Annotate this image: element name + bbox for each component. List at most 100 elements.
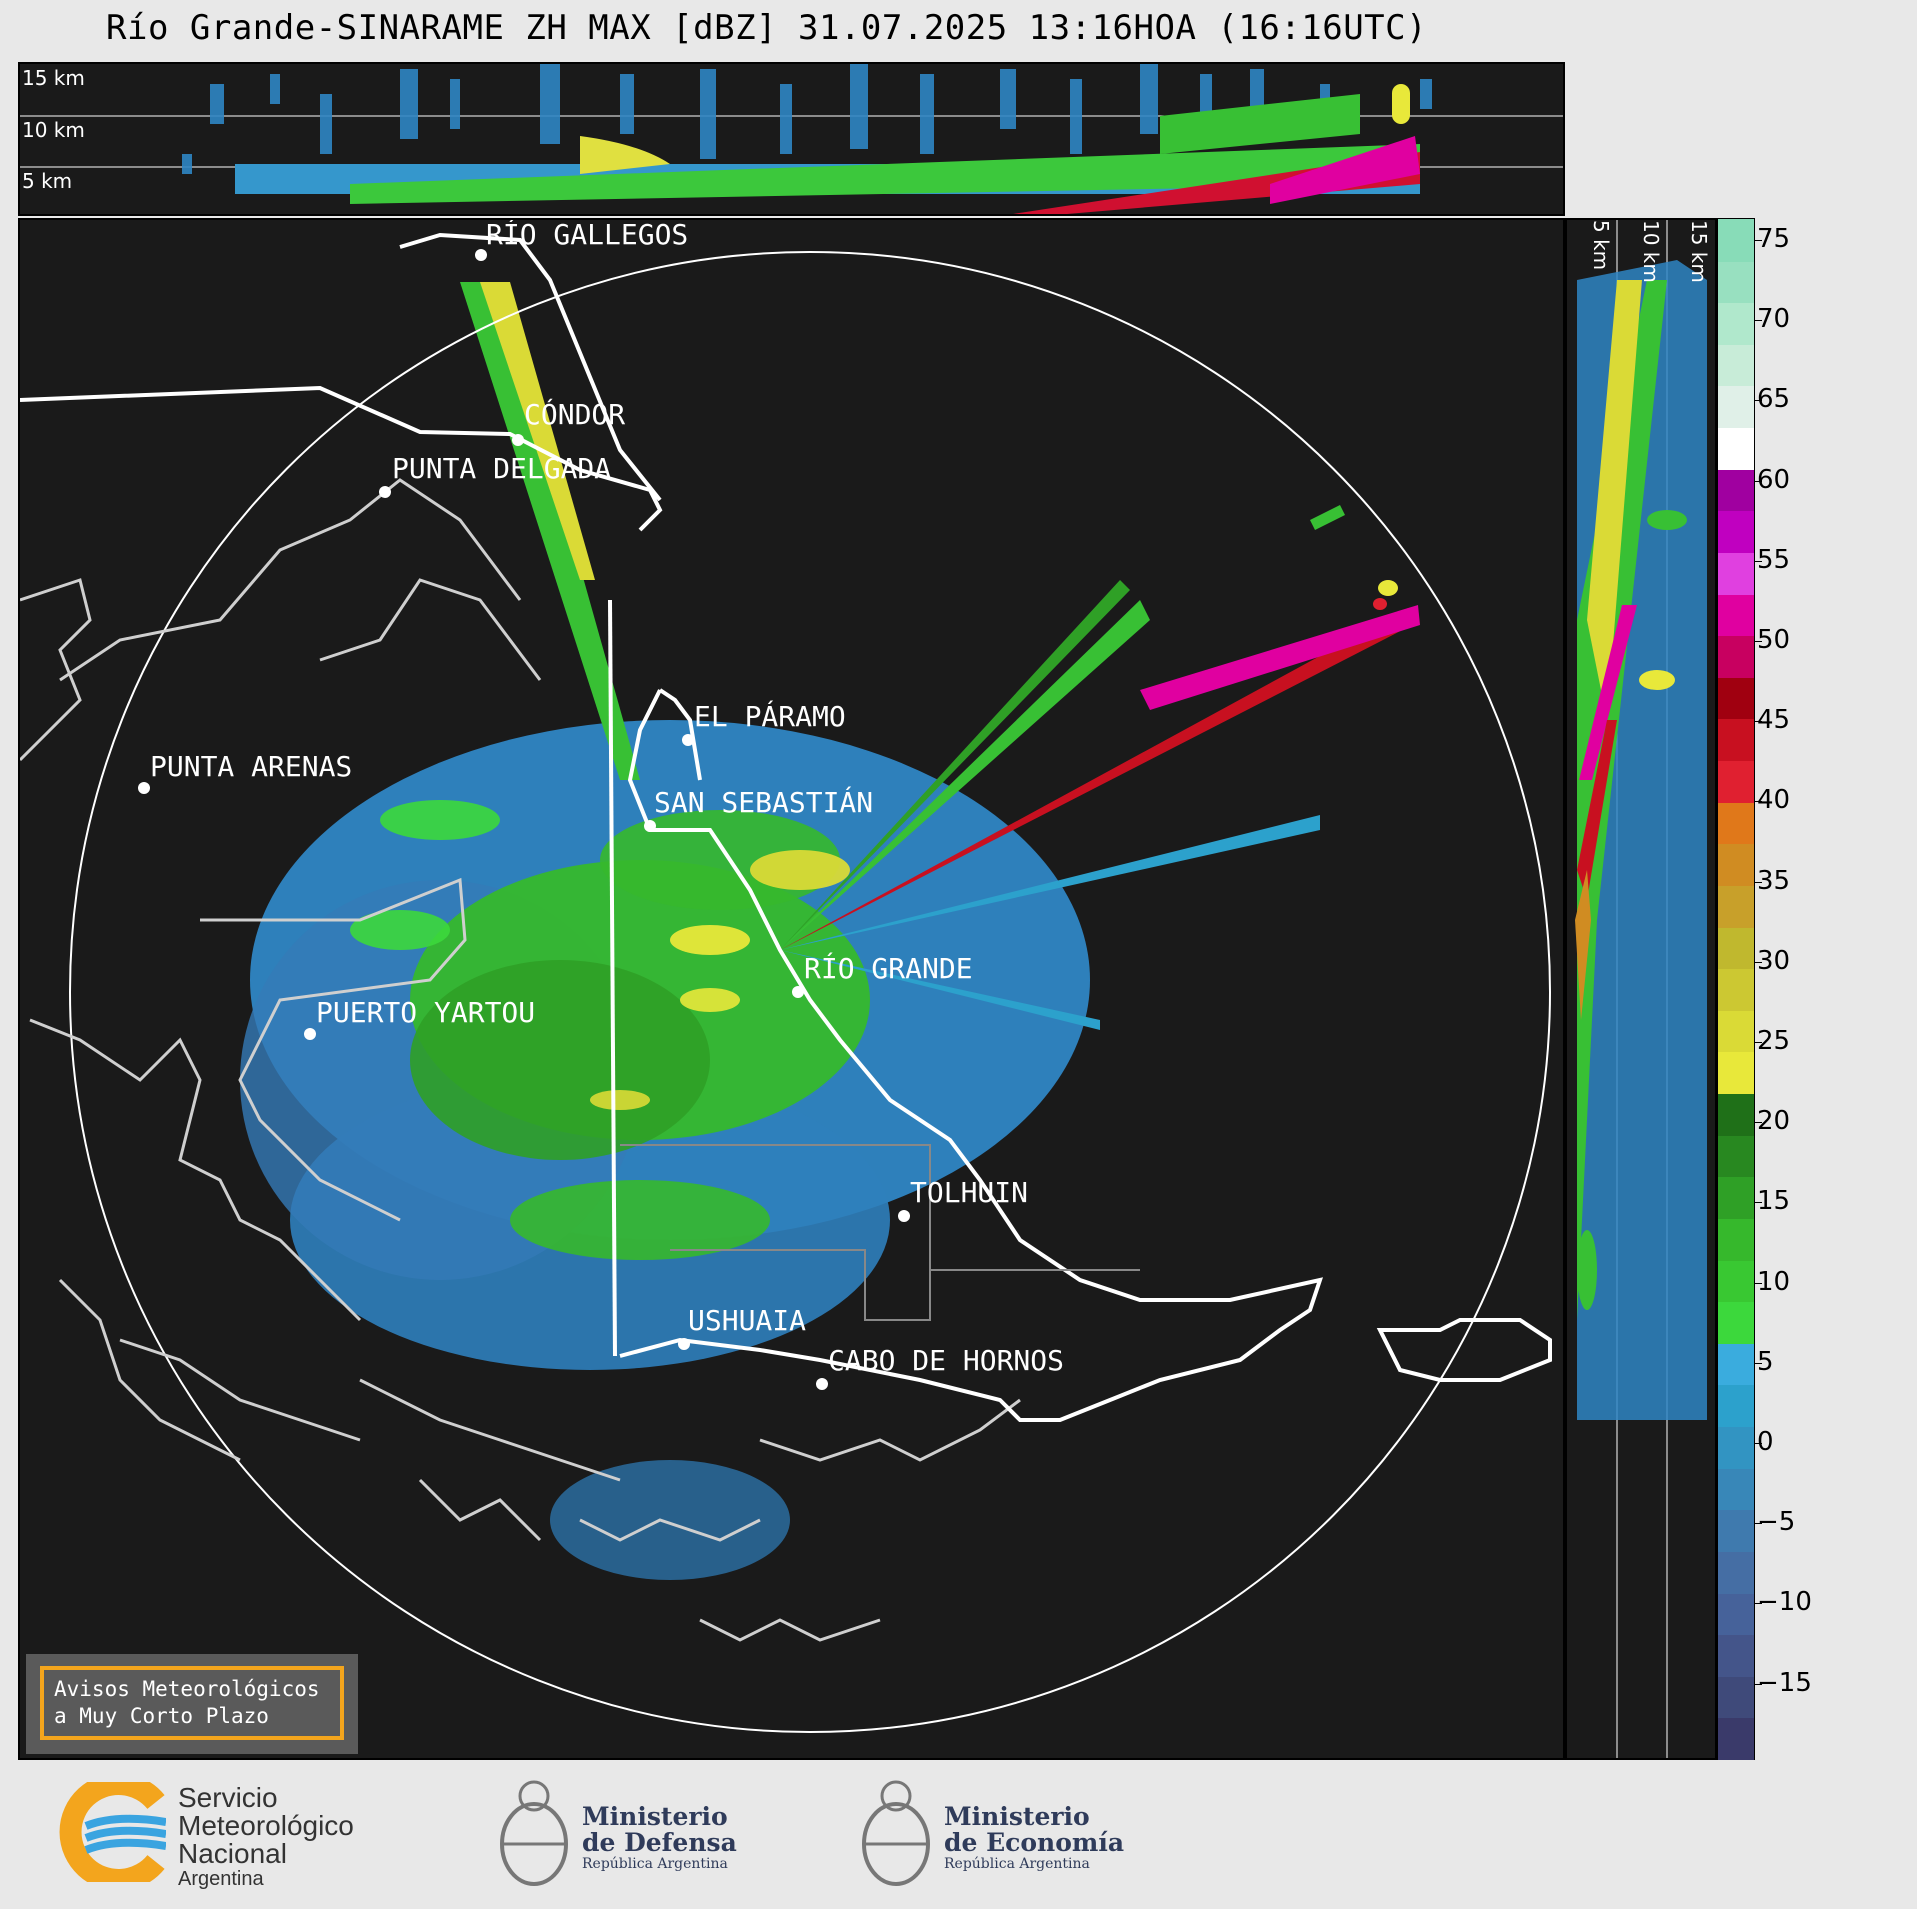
- colorbar-segment: [1718, 1717, 1754, 1760]
- smn-line3: Nacional: [178, 1838, 287, 1869]
- radar-spokes: [460, 282, 1420, 1030]
- city-dot-condor: [512, 434, 524, 446]
- colorbar-segment: [1718, 1467, 1754, 1511]
- city-label-puerto-yartou: PUERTO YARTOU: [316, 996, 536, 1029]
- city-dot-punta-arenas: [138, 782, 150, 794]
- colorbar-tick-label: −5: [1753, 1507, 1796, 1538]
- economia-line2: de Economía: [944, 1828, 1125, 1857]
- city-label-condor: CÓNDOR: [524, 398, 626, 431]
- range-ring: [69, 251, 1551, 1733]
- side-cross-section-panel: 5 km 10 km 15 km: [1565, 218, 1717, 1760]
- colorbar-segment: [1718, 385, 1754, 429]
- colorbar-tick-label: 15: [1753, 1186, 1791, 1217]
- borders: [20, 232, 1552, 1422]
- top-label-15km: 15 km: [22, 66, 85, 90]
- coastlines: [20, 478, 1021, 1642]
- colorbar-segment: [1718, 884, 1754, 928]
- colorbar-segment: [1718, 1093, 1754, 1136]
- city-label-tolhuin: TOLHUIN: [910, 1176, 1029, 1209]
- colorbar-tick-label: 20: [1753, 1106, 1791, 1137]
- top-label-5km: 5 km: [22, 169, 73, 193]
- city-label-punta-arenas: PUNTA ARENAS: [150, 750, 353, 783]
- city-dot-punta-delgada: [379, 486, 391, 498]
- economia-escudo-icon: [856, 1774, 936, 1894]
- colorbar-tick-label: 0: [1754, 1427, 1774, 1457]
- city-dot-el-paramo: [682, 734, 694, 746]
- colorbar-tick-label: 50: [1753, 625, 1791, 655]
- colorbar-tick-label: 75: [1753, 224, 1791, 254]
- colorbar-segment: [1718, 801, 1754, 845]
- radar-map: RÍO GALLEGOS CÓNDOR PUNTA DELGADA PUNTA …: [18, 218, 1565, 1760]
- colorbar-segment: [1718, 760, 1754, 803]
- city-dot-puerto-yartou: [304, 1028, 316, 1040]
- economia-text: Ministerio de Economía República Argenti…: [944, 1802, 1125, 1873]
- economia-line1: Ministerio: [944, 1802, 1090, 1831]
- colorbar-segment: [1718, 1009, 1754, 1053]
- side-label-10km: 10 km: [1639, 220, 1663, 283]
- colorbar-segment: [1718, 926, 1754, 970]
- city-label-ushuaia: USHUAIA: [688, 1304, 807, 1337]
- colorbar-segment: [1718, 1592, 1754, 1636]
- province-lines: [620, 1144, 1140, 1321]
- colorbar-segment: [1718, 1634, 1754, 1677]
- radar-echoes: [240, 720, 1090, 1580]
- colorbar-tick-label: 10: [1753, 1266, 1791, 1297]
- colorbar-segment: [1718, 551, 1754, 595]
- colorbar-segment: [1718, 343, 1754, 387]
- city-dot-rio-gallegos: [475, 249, 487, 261]
- economia-line3: República Argentina: [944, 1856, 1090, 1872]
- smn-line2: Meteorológico: [178, 1810, 354, 1841]
- colorbar-segment: [1718, 1426, 1754, 1469]
- colorbar-tick-label: 70: [1753, 304, 1791, 335]
- avisos-line2: a Muy Corto Plazo: [54, 1704, 269, 1728]
- colorbar-segment: [1718, 1342, 1754, 1386]
- city-dot-san-sebastian: [644, 820, 656, 832]
- dbz-colorbar: [1717, 218, 1755, 1760]
- colorbar-tick-label: 40: [1753, 785, 1791, 816]
- colorbar-tick-label: −10: [1754, 1587, 1812, 1618]
- colorbar-segment: [1718, 968, 1754, 1011]
- city-dot-tolhuin: [898, 1210, 910, 1222]
- colorbar-tick-label: 65: [1753, 384, 1791, 415]
- colorbar-tick-label: 25: [1753, 1026, 1791, 1056]
- colorbar-tick-label: −15: [1754, 1667, 1812, 1698]
- colorbar-segment: [1718, 302, 1754, 345]
- defensa-text: Ministerio de Defensa República Argentin…: [582, 1804, 737, 1873]
- smn-logo-text: Servicio Meteorológico Nacional Argentin…: [178, 1784, 354, 1891]
- avisos-inner: Avisos Meteorológicos a Muy Corto Plazo: [40, 1666, 344, 1740]
- top-cross-section-svg: [20, 64, 1563, 214]
- defensa-line2: de Defensa: [582, 1828, 737, 1857]
- defensa-line3: República Argentina: [582, 1856, 728, 1872]
- city-dot-ushuaia: [678, 1338, 690, 1350]
- colorbar-segment: [1718, 1301, 1754, 1344]
- colorbar-segment: [1718, 1384, 1754, 1427]
- city-label-rio-gallegos: RÍO GALLEGOS: [486, 218, 689, 251]
- side-label-15km: 15 km: [1687, 220, 1711, 283]
- colorbar-segment: [1718, 843, 1754, 886]
- avisos-box: Avisos Meteorológicos a Muy Corto Plazo: [26, 1654, 358, 1754]
- smn-logo-icon: [56, 1773, 167, 1891]
- colorbar-segment: [1718, 1509, 1754, 1552]
- city-label-el-paramo: EL PÁRAMO: [694, 700, 846, 733]
- colorbar-segment: [1718, 219, 1754, 262]
- page-title: Río Grande-SINARAME ZH MAX [dBZ] 31.07.2…: [106, 8, 1428, 48]
- colorbar-segment: [1718, 593, 1754, 637]
- city-label-san-sebastian: SAN SEBASTIÁN: [654, 786, 874, 819]
- colorbar-segment: [1718, 427, 1754, 470]
- colorbar-segment: [1718, 1217, 1754, 1261]
- colorbar-segment: [1718, 718, 1754, 762]
- colorbar-segment: [1718, 1176, 1754, 1219]
- city-label-cabo-de-hornos: CABO DE HORNOS: [828, 1344, 1065, 1377]
- side-label-5km: 5 km: [1589, 220, 1613, 271]
- city-label-punta-delgada: PUNTA DELGADA: [392, 452, 612, 485]
- colorbar-segment: [1718, 468, 1754, 512]
- avisos-line1: Avisos Meteorológicos: [54, 1677, 320, 1701]
- top-cross-section-panel: 15 km 10 km 5 km: [18, 62, 1565, 216]
- colorbar-segment: [1718, 1259, 1754, 1303]
- colorbar-tick-label: 45: [1753, 705, 1791, 736]
- city-dot-cabo-de-hornos: [816, 1378, 828, 1390]
- radar-map-svg: [20, 232, 1552, 1733]
- defensa-escudo-icon: [494, 1774, 574, 1894]
- colorbar-segment: [1718, 1051, 1754, 1095]
- colorbar-segment: [1718, 676, 1754, 720]
